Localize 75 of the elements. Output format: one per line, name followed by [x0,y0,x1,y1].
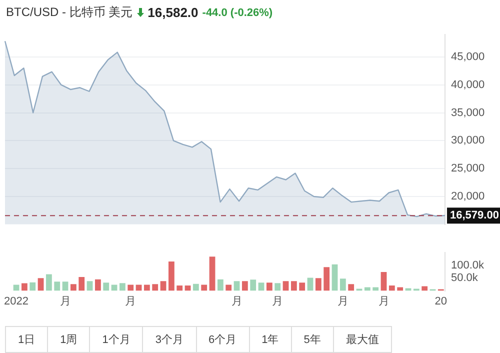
y-tick-label: 50.0k [451,272,478,284]
bar [103,282,110,291]
bar [380,272,387,291]
bar [307,278,314,291]
bar [62,282,68,291]
bar [201,284,208,291]
x-tick-label: 月 [378,295,390,308]
bar [176,285,183,291]
bar [22,283,28,291]
chart-subtitle: 16,582.0 [148,5,198,20]
bar [111,284,118,291]
text: 1年 [248,327,291,352]
bar [372,287,379,291]
x-tick-label: 20 [434,295,448,308]
bar [152,284,158,291]
text: 1日 [17,333,36,348]
bar [160,281,166,291]
bar [266,282,272,291]
bar [54,282,60,291]
y-tick-label: 20,000 [451,190,485,203]
bar [209,256,216,291]
bar [78,277,85,291]
bar [119,283,126,291]
chart-title: BTC/USD - 比特币 美元 [6,4,133,21]
bar [30,282,36,291]
text: 最大值 [332,327,391,352]
text: -44.0 (-0.26%) [202,6,273,18]
bar [282,281,289,291]
text: 1个月 [89,327,142,352]
bar [46,274,52,291]
bar [136,284,142,291]
bar [250,280,256,291]
bar [422,286,428,291]
bar [38,278,44,291]
bar [226,284,232,291]
bar [192,284,199,291]
y-tick-label: 40,000 [451,78,485,91]
bar [397,287,404,291]
bar [242,281,248,291]
x-tick-label: 月 [60,295,71,308]
y-tick-label: 45,000 [451,50,485,63]
bar [70,284,76,291]
bar [144,284,150,291]
x-tick-label: 月 [231,295,242,308]
bar [258,282,264,291]
y-tick-label: 35,000 [451,106,485,119]
x-tick-label: 2022 [4,295,29,308]
y-tick-label: 30,000 [451,134,485,147]
bar [234,281,240,291]
bar [348,284,354,291]
bar [168,262,174,291]
bar [299,282,306,291]
bar [94,279,101,291]
bar [315,278,322,291]
y-tick-label: 100.0k [451,259,485,272]
text: 6个月 [196,327,249,352]
bar [13,284,20,291]
bar [290,281,297,291]
x-tick-label: 月 [125,295,136,308]
bar [332,264,338,291]
bar [324,267,330,291]
bar [86,281,93,291]
text: 3个月 [142,327,196,352]
bar [388,285,395,291]
x-tick-label: 月 [337,295,348,308]
text: 5年 [290,327,333,352]
text: 1周 [47,327,90,352]
ref-line-label: 16,579.00 [450,210,499,222]
y-tick-label: 25,000 [451,162,485,175]
bar [217,279,224,291]
bar [364,287,370,291]
bar [128,284,134,291]
x-tick-label: 月 [272,295,284,308]
bar [340,278,346,291]
bar [274,283,281,291]
